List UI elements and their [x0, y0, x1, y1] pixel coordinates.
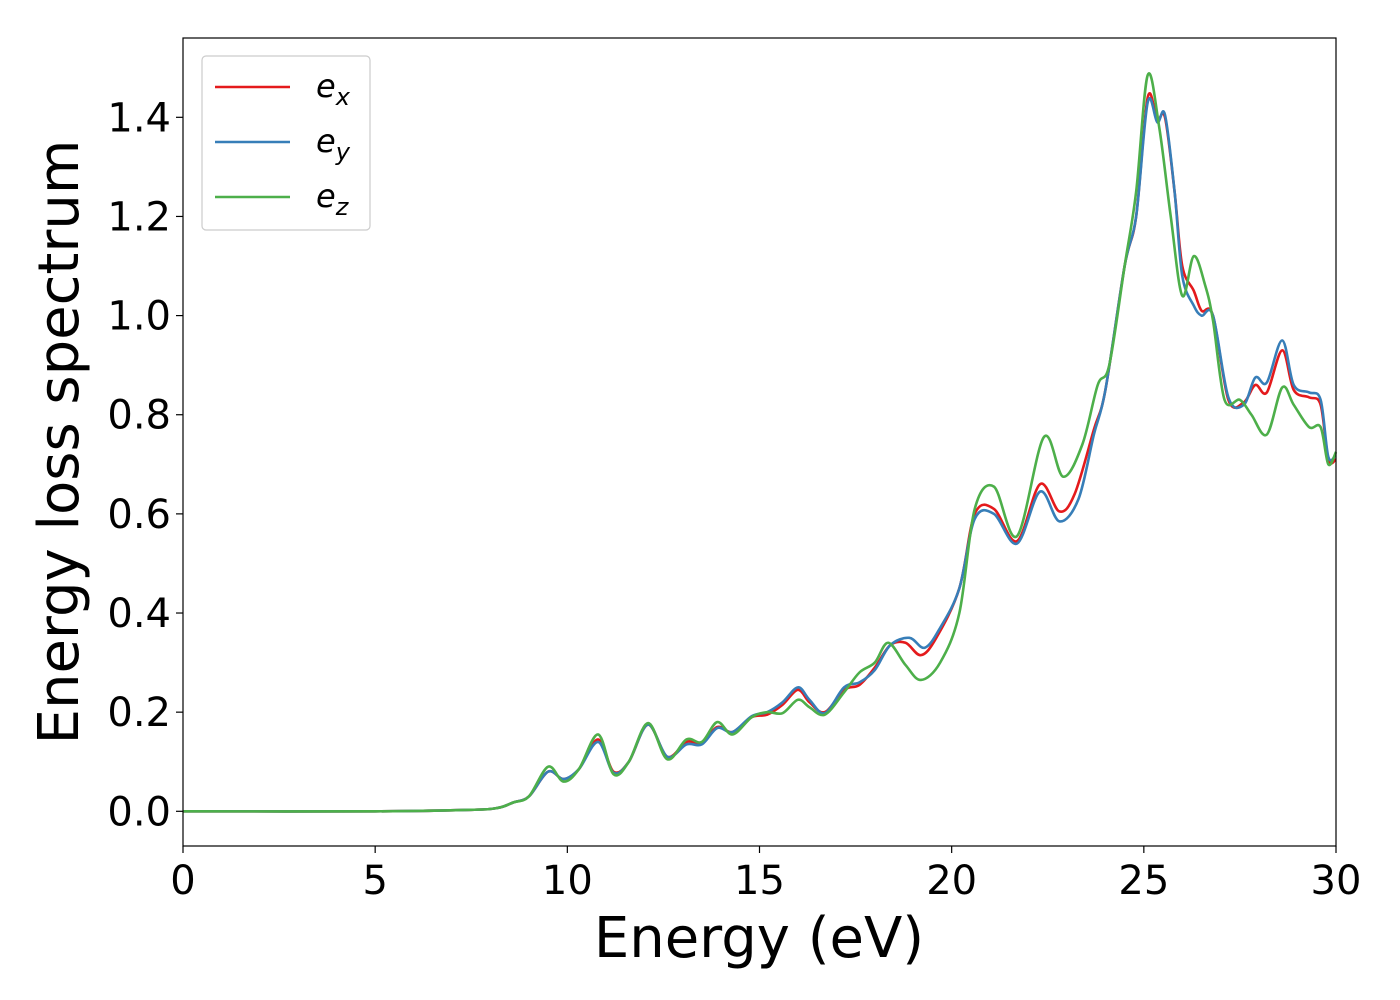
x-axis-ticks: 0 5 10 15 20 25 30	[170, 846, 1361, 904]
legend-label-e-y: ey	[316, 122, 351, 166]
series-line-e-z	[182, 72, 1338, 813]
y-tick-label: 0.4	[107, 591, 171, 637]
x-tick-label: 20	[926, 858, 977, 904]
y-tick-label: 1.0	[107, 294, 171, 340]
y-tick-label: 1.2	[107, 194, 171, 240]
y-axis-label: Energy loss spectrum	[27, 140, 92, 745]
legend-label-e-z: ez	[316, 177, 350, 221]
legend-label-e-x: ex	[316, 67, 351, 111]
x-tick-label: 10	[542, 858, 593, 904]
x-tick-label: 25	[1118, 858, 1169, 904]
y-tick-label: 1.4	[107, 95, 171, 141]
legend: ex ey ez	[201, 55, 371, 231]
x-tick-label: 15	[734, 858, 785, 904]
y-tick-label: 0.6	[107, 492, 171, 538]
y-tick-label: 0.8	[107, 393, 171, 439]
x-axis-label: Energy (eV)	[594, 906, 924, 971]
x-tick-label: 0	[170, 858, 195, 904]
plot-area-background	[183, 38, 1336, 846]
x-tick-label: 30	[1311, 858, 1362, 904]
y-axis-ticks: 0.0 0.2 0.4 0.6 0.8 1.0 1.2 1.4	[107, 95, 183, 835]
y-tick-label: 0.2	[107, 690, 171, 736]
series-lines	[182, 72, 1338, 813]
y-tick-label: 0.0	[107, 789, 171, 835]
x-tick-label: 5	[362, 858, 387, 904]
